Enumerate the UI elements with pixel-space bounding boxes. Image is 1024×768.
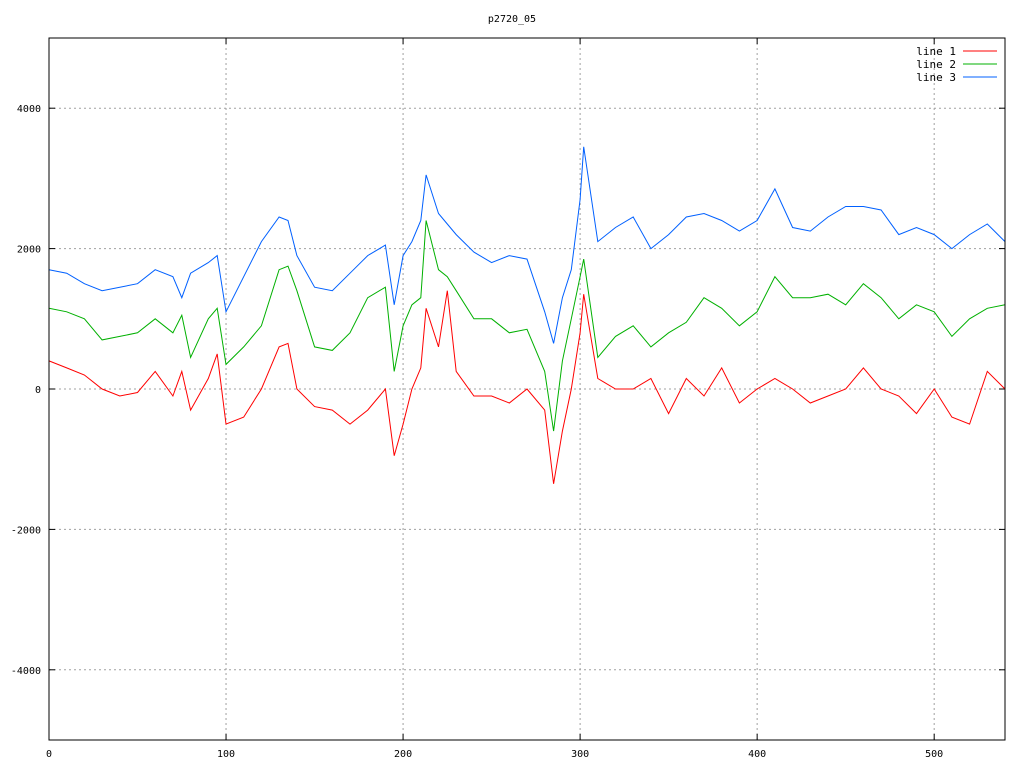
plot-frame [48,37,1006,741]
x-tick-label: 300 [571,749,589,760]
chart-title: p2720_05 [488,14,536,25]
x-tick-label: 200 [394,749,412,760]
x-tick-label: 500 [925,749,943,760]
legend-label: line 2 [916,58,956,71]
y-tick-label: 0 [35,385,41,396]
series-lines [48,146,1006,484]
legend-label: line 1 [916,45,956,58]
y-tick-label: -2000 [11,525,41,536]
y-tick-label: 4000 [17,104,41,115]
series-line [48,290,1006,484]
x-tick-label: 0 [46,749,52,760]
y-tick-label: 2000 [17,245,41,256]
x-tick-label: 100 [217,749,235,760]
series-line [48,146,1006,344]
series-line [48,220,1006,432]
axis-ticks: 0 100 200 300 400 500 -4000 -2000 0 2000 4000 [11,38,1005,760]
x-tick-label: 400 [748,749,766,760]
legend-label: line 3 [916,71,956,84]
y-tick-label: -4000 [11,666,41,677]
